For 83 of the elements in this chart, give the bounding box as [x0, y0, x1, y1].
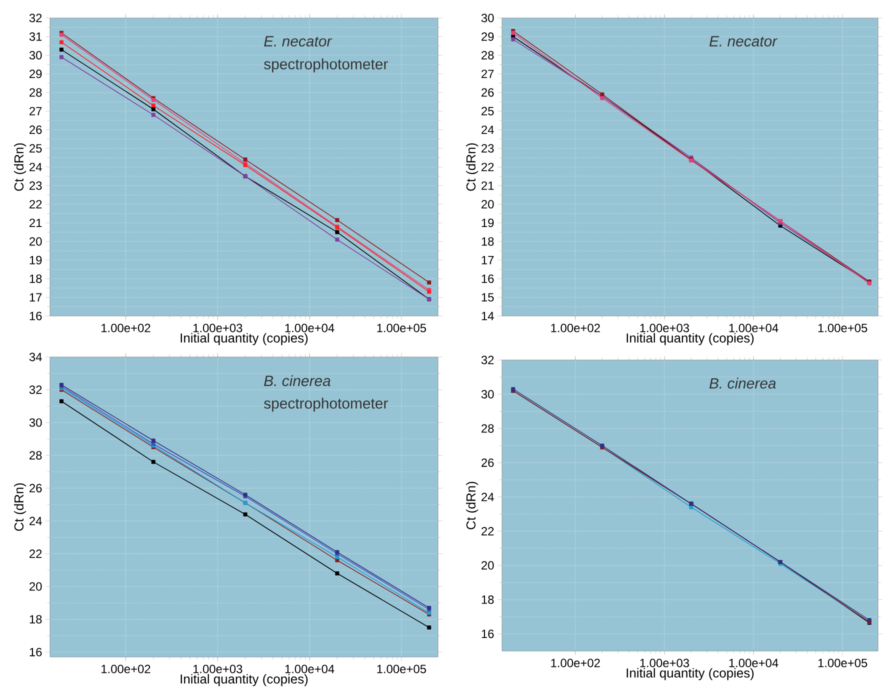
y-tick-label: 16	[482, 630, 494, 638]
x-tick-label: 1.00e+05	[818, 658, 868, 668]
y-tick-label: 29	[30, 70, 42, 78]
y-tick-label: 14	[482, 312, 494, 320]
y-tick-label: 16	[482, 274, 494, 283]
y-tick-label: 20	[30, 582, 42, 591]
x-tick-label: 1.00e+02	[102, 664, 150, 674]
y-tick-label: 18	[482, 237, 494, 246]
y-tick-label: 32	[29, 386, 42, 394]
y-tick-label: 15	[482, 293, 494, 302]
x-tick-label: 1.00e+02	[102, 324, 150, 332]
y-tick-label: 17	[482, 256, 494, 264]
annotation: B. cinerea	[709, 378, 776, 389]
x-tick-label: 1.00e+04	[285, 324, 334, 332]
y-tick-label: 26	[30, 126, 42, 134]
y-tick-label: 25	[30, 144, 42, 153]
x-tick-label: 1.00e+03	[640, 324, 690, 332]
y-tick-label: 20	[482, 561, 494, 570]
y-tick-label: 18	[30, 615, 42, 624]
y-tick-label: 31	[29, 32, 42, 41]
y-axis-title: Ct (dRn)	[14, 143, 26, 191]
y-tick-label: 32	[29, 14, 42, 22]
x-tick-label: 1.00e+03	[193, 664, 242, 674]
x-tick-label: 1.00e+03	[640, 658, 690, 668]
x-axis-title: Initial quantity (copies)	[180, 674, 308, 686]
y-tick-label: 22	[30, 550, 42, 558]
y-tick-label: 29	[482, 32, 494, 41]
y-axis-title: Ct (dRn)	[466, 143, 478, 191]
y-tick-label: 24	[30, 162, 42, 172]
y-tick-label: 30	[29, 51, 42, 60]
x-tick-label: 1.00e+04	[285, 664, 334, 674]
y-tick-label: 23	[482, 144, 494, 153]
x-tick-label: 1.00e+04	[729, 658, 778, 668]
annotation: E. necator	[264, 36, 332, 46]
y-tick-label: 26	[30, 484, 42, 492]
y-tick-label: 28	[30, 88, 42, 97]
y-tick-label: 20	[482, 200, 494, 208]
y-tick-label: 22	[30, 200, 42, 208]
y-tick-label: 30	[481, 14, 494, 22]
y-axis-title: Ct (dRn)	[466, 482, 478, 530]
x-axis-title: Initial quantity (copies)	[626, 668, 754, 680]
y-tick-label: 18	[30, 274, 42, 283]
y-tick-label: 28	[482, 424, 494, 433]
annotation: spectrophotometer	[264, 58, 388, 72]
y-tick-label: 19	[30, 256, 42, 264]
annotation: spectrophotometer	[264, 398, 388, 412]
y-tick-label: 28	[30, 451, 42, 460]
x-tick-label: 1.00e+03	[193, 324, 242, 332]
annotation: B. cinerea	[264, 375, 330, 386]
y-tick-label: 34	[29, 352, 42, 362]
x-axis-title: Initial quantity (copies)	[180, 333, 308, 346]
annotation: E. necator	[709, 36, 778, 46]
y-tick-label: 21	[482, 181, 494, 190]
y-tick-label: 26	[482, 458, 494, 467]
x-axis-title: Initial quantity (copies)	[626, 333, 754, 346]
y-tick-label: 22	[482, 162, 494, 172]
y-tick-label: 24	[482, 492, 494, 502]
y-tick-label: 19	[482, 218, 494, 228]
y-tick-label: 30	[481, 390, 494, 398]
x-tick-label: 1.00e+02	[551, 658, 600, 668]
y-tick-label: 18	[482, 595, 494, 604]
x-tick-label: 1.00e+04	[729, 324, 778, 332]
y-tick-label: 16	[30, 648, 42, 656]
y-tick-label: 22	[482, 527, 494, 536]
y-tick-label: 28	[482, 51, 494, 60]
y-tick-label: 17	[30, 293, 42, 302]
y-tick-label: 27	[482, 70, 494, 78]
x-tick-label: 1.00e+05	[377, 664, 426, 674]
y-tick-label: 21	[30, 218, 42, 228]
y-tick-label: 27	[30, 106, 42, 116]
y-tick-label: 25	[482, 106, 494, 116]
y-axis-title: Ct (dRn)	[14, 483, 26, 531]
y-tick-label: 24	[482, 126, 494, 134]
x-tick-label: 1.00e+05	[377, 324, 426, 332]
x-tick-label: 1.00e+02	[551, 324, 600, 332]
y-tick-label: 24	[30, 516, 42, 526]
y-tick-label: 20	[30, 237, 42, 246]
y-tick-label: 32	[481, 356, 494, 364]
x-tick-label: 1.00e+05	[818, 324, 868, 332]
y-tick-label: 26	[482, 88, 494, 97]
y-tick-label: 23	[30, 181, 42, 190]
y-tick-label: 16	[30, 312, 42, 320]
y-tick-label: 30	[29, 418, 42, 427]
